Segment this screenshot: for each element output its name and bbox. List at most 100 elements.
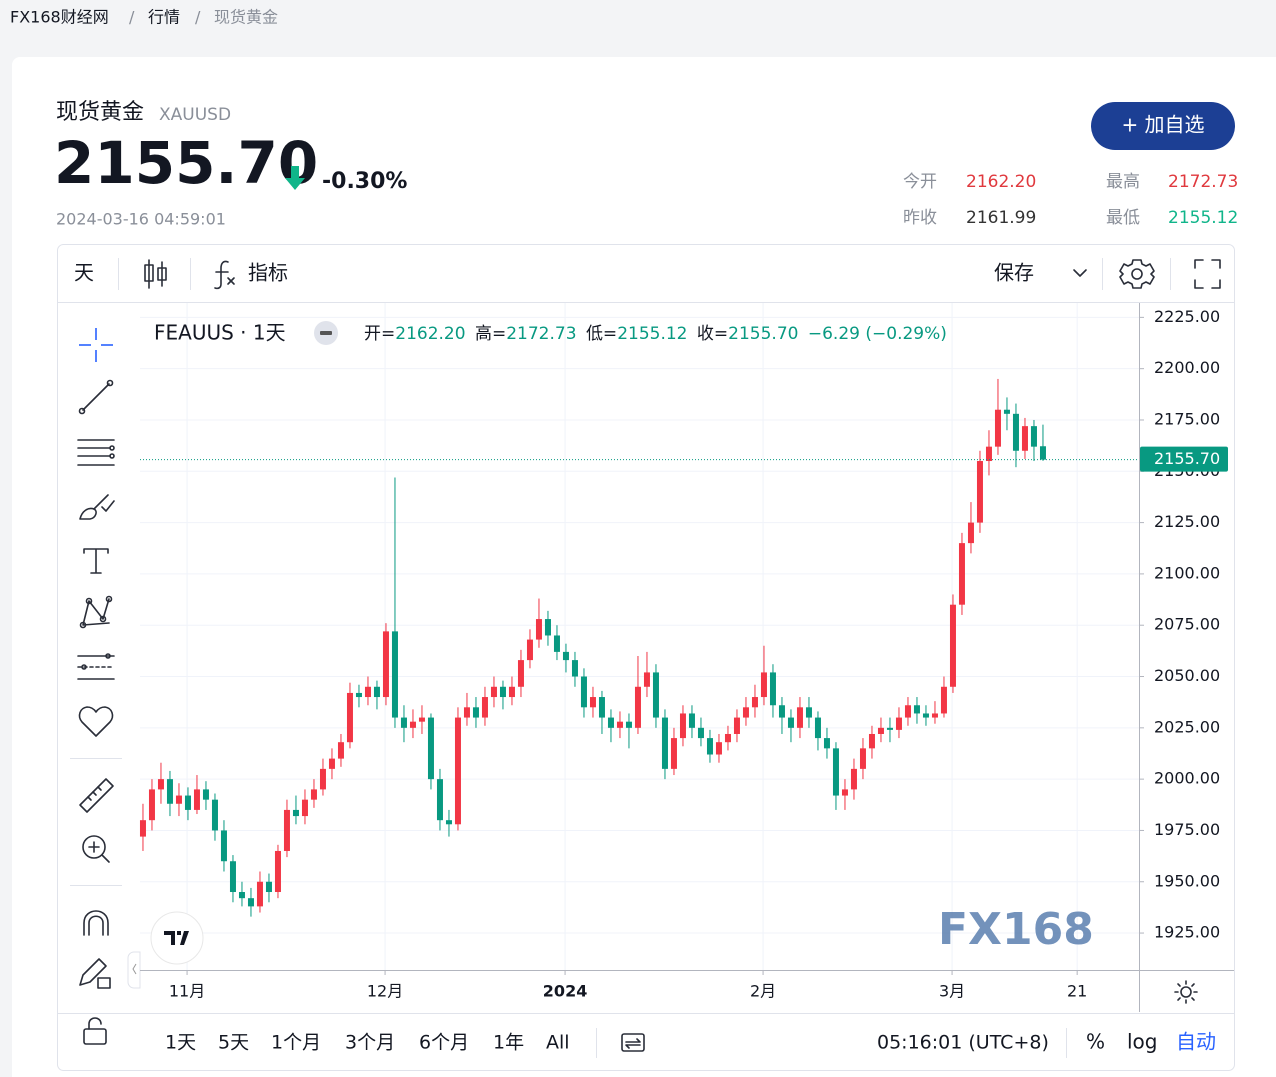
axis-settings-icon[interactable] [1174,980,1198,1004]
candle-body [238,892,245,899]
candle-body [193,789,200,810]
y-tick-label: 2125.00 [1154,512,1220,531]
candle-body [355,692,362,698]
candle-body [751,697,758,708]
candle-body [526,639,533,661]
instrument-name: 现货黄金 [56,100,144,125]
stat-value: 2172.73 [1168,172,1238,192]
y-tick-label: 1925.00 [1154,923,1220,942]
prediction-tool[interactable] [77,653,115,680]
legend-value: 2172.73 [506,324,576,344]
breadcrumb-separator: / [129,8,135,27]
percent-toggle[interactable]: % [1086,1030,1105,1054]
candle-body [742,707,749,718]
candle-body [1030,426,1037,447]
candle-body [319,768,326,790]
range-button[interactable]: 3个月 [345,1032,395,1054]
plot-area: 1925.00 1950.00 1975.00 2000.00 2025.00 2050.… [139,303,1228,1001]
candle-body [166,779,173,804]
candle-body [814,717,821,739]
auto-toggle[interactable]: 自动 [1176,1030,1216,1054]
candle-body [886,727,893,730]
candle-body [625,721,632,728]
candle-body [850,768,857,790]
trendline-tool[interactable] [78,379,114,415]
range-button[interactable]: 1天 [165,1032,196,1054]
zoom-tool[interactable] [82,835,110,863]
candle-body [931,713,938,718]
log-toggle[interactable]: log [1127,1030,1158,1054]
candle-body [652,672,659,718]
candle-body [580,676,587,708]
lock-tool[interactable] [83,1017,107,1045]
candle-body [436,779,443,821]
watchlist-button[interactable] [1091,102,1235,150]
candle-body [634,686,641,728]
breadcrumb-item[interactable]: 行情 [148,8,180,27]
candle-body [454,717,461,825]
fib-tool[interactable] [77,439,115,466]
candle-body [364,686,371,698]
candle-body [994,409,1001,447]
ruler-tool[interactable] [79,778,114,813]
save-button[interactable]: 保存 [994,261,1034,285]
settings-icon[interactable] [1119,259,1155,289]
clock[interactable]: 05:16:01 (UTC+8) [877,1032,1049,1054]
fullscreen-icon[interactable] [1194,259,1221,289]
x-tick-label: 12月 [367,982,403,1001]
range-button[interactable]: 5天 [218,1032,249,1054]
pattern-tool[interactable] [79,595,113,629]
legend-values: 开=2162.20 高=2172.73 低=2155.12 收=2155.70 … [364,324,947,344]
breadcrumb-item[interactable]: FX168财经网 [10,8,109,27]
candle-body [247,898,254,907]
candle-body [904,705,911,718]
candle-body [544,619,551,636]
indicators-button[interactable]: 指标 [248,261,288,285]
candle-body [328,758,335,769]
watermark: FX168 [938,904,1094,955]
quote-time: 2024-03-16 04:59:01 [56,210,226,229]
legend-value: 2155.70 [728,324,798,344]
candle-body [490,686,497,698]
candle-body [148,789,155,821]
candle-body [310,789,317,800]
favorites-tool[interactable] [78,706,114,737]
range-button[interactable]: 1年 [493,1032,524,1054]
candle-body [553,635,560,652]
candle-body [922,713,929,718]
candle-body [418,717,425,722]
legend-value: 2155.12 [617,324,687,344]
crosshair-tool[interactable] [79,328,113,362]
interval-button[interactable]: 天 [74,261,94,285]
lock-drawings-tool[interactable] [79,958,111,989]
candle-body [967,522,974,544]
legend-collapse-icon [320,331,332,335]
candle-body [256,881,263,907]
stat-label: 今开 [903,172,937,192]
candle-body [346,692,353,743]
y-tick-label: 1950.00 [1154,871,1220,890]
candle-body [535,619,542,640]
candle-body [292,809,299,817]
tv-logo-mark [164,931,189,945]
candle-body [832,748,839,796]
candle-body [688,713,695,728]
candle-body [760,672,767,698]
price: 2155.70 [54,129,318,197]
range-button[interactable]: 6个月 [419,1032,469,1054]
magnet-tool[interactable] [83,910,109,936]
range-button[interactable]: 1个月 [271,1032,321,1054]
brush-tool[interactable] [79,494,115,520]
save-menu-chevron[interactable] [1073,269,1087,277]
instrument-code: XAUUSD [159,105,231,125]
date-range-icon[interactable] [621,1033,645,1052]
chart-type-icon[interactable] [144,259,167,289]
indicator-icon[interactable] [214,260,235,290]
watchlist-button-label[interactable]: + 加自选 [1121,113,1204,137]
range-button[interactable]: All [546,1032,570,1054]
tv-logo[interactable] [150,911,204,965]
candle-body [877,727,884,734]
y-tick-label: 2225.00 [1154,307,1220,326]
text-tool[interactable] [83,548,109,574]
candle-body [1003,409,1010,414]
